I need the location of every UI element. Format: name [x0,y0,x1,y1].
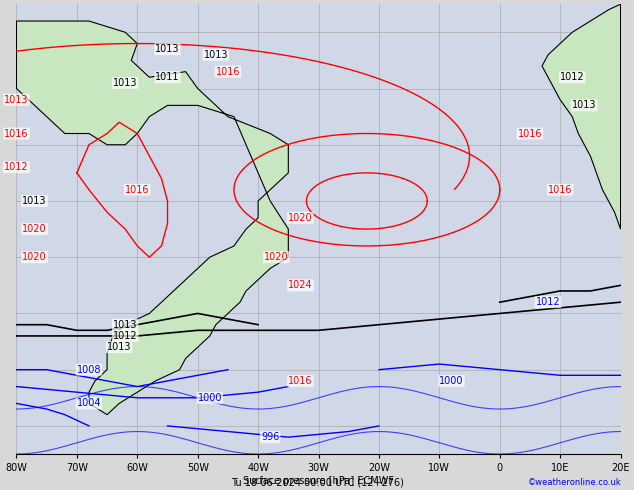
Polygon shape [542,4,621,229]
Text: 1000: 1000 [198,393,222,403]
Text: 1000: 1000 [439,376,463,386]
Text: 1012: 1012 [113,331,138,341]
Text: 1013: 1013 [107,342,131,352]
Text: 1013: 1013 [22,196,47,206]
Text: 1016: 1016 [216,67,240,76]
Text: 1012: 1012 [560,72,585,82]
Text: 1012: 1012 [536,297,560,307]
Text: 1013: 1013 [204,50,228,60]
Text: 1011: 1011 [155,72,180,82]
Text: 1016: 1016 [288,376,313,386]
Text: 1016: 1016 [548,185,573,195]
Text: 1013: 1013 [4,95,29,105]
Text: 1020: 1020 [264,252,288,262]
Text: 1012: 1012 [4,162,29,172]
Text: 1013: 1013 [155,44,180,54]
Text: 1016: 1016 [125,185,150,195]
Text: Tu 18-06-2024 00:00 UTC (12+276): Tu 18-06-2024 00:00 UTC (12+276) [231,477,403,487]
Text: 1013: 1013 [113,319,138,330]
Text: 1013: 1013 [113,78,138,88]
Text: 1013: 1013 [572,100,597,110]
Text: 1020: 1020 [288,213,313,223]
Polygon shape [16,21,288,415]
Text: ©weatheronline.co.uk: ©weatheronline.co.uk [527,478,621,487]
Text: 1016: 1016 [518,128,542,139]
X-axis label: Surface pressure [hPa] ECMWF: Surface pressure [hPa] ECMWF [243,476,394,486]
Text: 1008: 1008 [77,365,101,375]
Text: 1020: 1020 [22,224,47,234]
Text: 1016: 1016 [4,128,29,139]
Text: 1004: 1004 [77,398,101,409]
Text: 1020: 1020 [22,252,47,262]
Text: 1024: 1024 [288,280,313,291]
Text: 996: 996 [261,432,280,442]
